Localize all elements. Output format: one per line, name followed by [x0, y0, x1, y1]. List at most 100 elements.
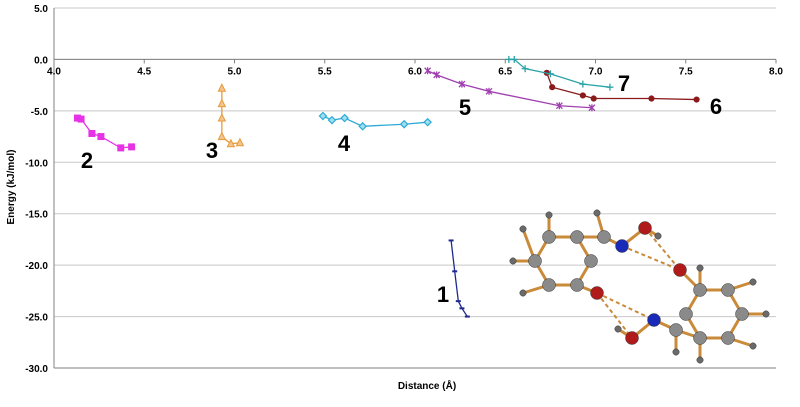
tick-labels: 5.0 0.0 -5.0 -10.0 -15.0 -20.0 -25.0 -30.0 4.0 4.…: [25, 4, 783, 375]
hydrogen-bond: [596, 292, 655, 321]
data-point: [606, 83, 614, 91]
molecule-atom: [542, 230, 556, 244]
data-point: [579, 92, 586, 99]
molecule-atom: [570, 230, 584, 244]
molecule-atom: [672, 348, 680, 356]
x-tick-label: 7.5: [679, 66, 693, 77]
molecule-atom: [597, 230, 611, 244]
axes: [53, 8, 777, 369]
x-tick-label: 5.0: [228, 66, 242, 77]
series-annotation-3: 3: [206, 138, 218, 163]
molecule-atom: [584, 254, 598, 268]
series-annotation-1: 1: [437, 282, 449, 307]
data-point: [399, 119, 409, 129]
y-tick-label: -10.0: [25, 158, 48, 169]
y-axis-label: Energy (kJ/mol): [6, 149, 17, 224]
data-point: [693, 96, 700, 103]
y-tick-label: 5.0: [34, 4, 48, 15]
data-point: [217, 83, 227, 92]
data-point: [358, 121, 368, 131]
series-line: [77, 117, 132, 149]
molecule-atom: [519, 225, 527, 233]
molecule-atom: [590, 286, 604, 300]
data-point: [217, 112, 227, 122]
y-tick-label: -5.0: [31, 107, 49, 118]
x-tick-label: 7.0: [589, 66, 603, 77]
data-point: [433, 71, 441, 79]
data-point: [226, 138, 236, 148]
series-5: [424, 67, 596, 112]
molecule-atom: [545, 211, 553, 219]
data-point: [340, 113, 349, 123]
molecule-atom: [679, 307, 693, 321]
x-tick-label: 4.0: [47, 66, 61, 77]
data-point: [217, 98, 227, 108]
data-point: [128, 143, 136, 151]
x-tick-label: 5.5: [318, 66, 332, 77]
series-line: [450, 240, 468, 317]
data-point: [485, 87, 493, 95]
data-point: [648, 95, 655, 102]
molecule-atom: [528, 254, 542, 268]
molecule-atom: [696, 264, 704, 272]
data-point: [97, 133, 105, 141]
y-tick-label: -20.0: [25, 261, 48, 272]
data-point: [327, 115, 337, 125]
series-annotation-2: 2: [81, 148, 93, 173]
x-tick-label: 6.0: [408, 66, 422, 77]
molecule-atom: [519, 289, 527, 297]
molecule-atom: [625, 331, 639, 345]
molecule-atom: [593, 209, 601, 217]
molecule-atom: [696, 356, 704, 364]
data-point: [423, 117, 432, 127]
molecule-atom: [509, 257, 517, 265]
data-point: [590, 95, 597, 102]
molecule-atom: [762, 310, 770, 318]
data-point: [588, 104, 596, 112]
molecule-atom: [693, 331, 707, 345]
molecule-atom: [721, 283, 735, 297]
series-annotation-6: 6: [710, 94, 722, 119]
series-6: [543, 69, 700, 103]
y-tick-label: -25.0: [25, 313, 48, 324]
series-annotations: 1 2 3 4 5 6 7: [81, 71, 722, 307]
x-tick-label: 6.5: [498, 66, 512, 77]
series-annotation-4: 4: [338, 131, 351, 156]
data-point: [510, 55, 518, 63]
hydrogen-bond: [644, 227, 681, 271]
data-point: [318, 111, 328, 121]
data-point: [117, 144, 125, 152]
data-point: [549, 84, 556, 91]
data-point: [77, 115, 85, 123]
series-7: [505, 55, 614, 91]
y-tick-label: 0.0: [34, 55, 48, 66]
molecule-atom: [542, 278, 556, 292]
molecule-atom: [673, 263, 687, 277]
molecule-atom: [647, 313, 661, 327]
molecule-atom: [721, 331, 735, 345]
series-1: [448, 239, 470, 318]
y-tick-label: -15.0: [25, 210, 48, 221]
molecule-atom: [614, 325, 622, 333]
data-point: [521, 65, 529, 73]
y-tick-label: -30.0: [25, 364, 48, 375]
molecule-atom: [669, 323, 683, 337]
series-line: [322, 115, 428, 127]
molecule-atom: [735, 307, 749, 321]
series-2: [73, 114, 136, 152]
x-tick-label: 8.0: [769, 66, 783, 77]
hydrogen-bond: [621, 245, 681, 271]
x-axis-label: Distance (Å): [398, 379, 456, 392]
molecule-atom: [749, 342, 757, 350]
molecule-atom: [749, 278, 757, 286]
series-3: [217, 83, 245, 148]
data-point: [546, 70, 554, 78]
data-point: [458, 80, 466, 88]
molecule-atom: [638, 221, 652, 235]
series-annotation-5: 5: [459, 95, 471, 120]
data-point: [579, 80, 587, 88]
series-line: [221, 88, 240, 145]
x-tick-label: 4.5: [137, 66, 151, 77]
data-point: [424, 67, 432, 75]
